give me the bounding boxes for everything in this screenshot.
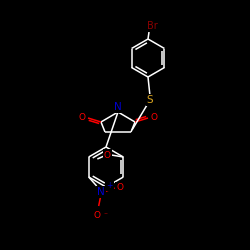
Text: Br: Br [146, 21, 158, 31]
Text: O: O [104, 150, 111, 160]
Text: +: + [106, 180, 113, 190]
Text: O: O [78, 112, 86, 122]
Text: O: O [116, 184, 123, 192]
Text: S: S [147, 95, 153, 105]
Text: N: N [114, 102, 122, 112]
Text: O: O [93, 210, 100, 220]
Text: ⁻: ⁻ [104, 210, 108, 220]
Text: N: N [97, 187, 104, 197]
Text: O: O [150, 112, 158, 122]
